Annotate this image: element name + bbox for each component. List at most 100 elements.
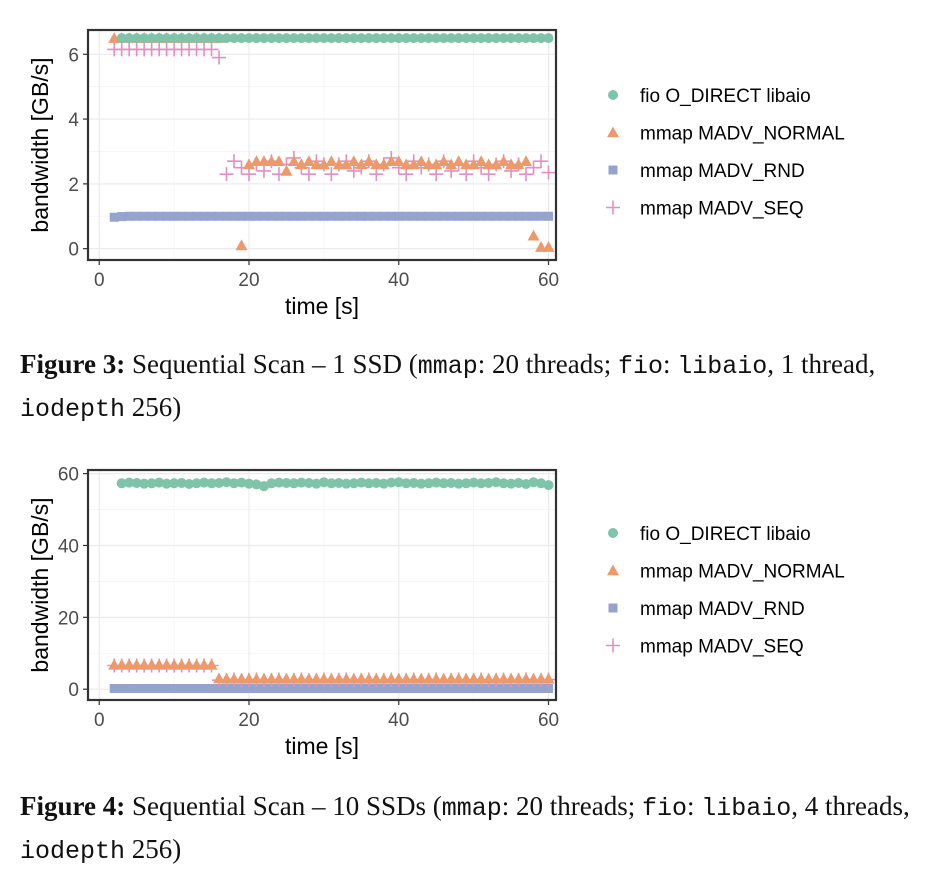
point-rnd	[416, 684, 426, 693]
point-rnd	[124, 211, 134, 221]
point-rnd	[349, 211, 359, 221]
point-fio	[341, 33, 352, 44]
point-rnd	[154, 684, 164, 693]
point-fio	[476, 33, 487, 44]
point-normal	[520, 155, 533, 166]
point-fio	[251, 479, 262, 490]
y-tick-label: 60	[58, 465, 79, 486]
point-normal	[542, 241, 555, 252]
caption-code: fio	[641, 794, 687, 823]
point-rnd	[162, 211, 172, 221]
legend-label-seq: mmap MADV_SEQ	[640, 637, 804, 658]
point-fio	[333, 33, 344, 44]
y-tick-label: 6	[68, 45, 79, 66]
point-fio	[371, 33, 382, 44]
point-rnd	[499, 684, 509, 693]
point-fio	[468, 33, 479, 44]
point-fio	[408, 33, 419, 44]
point-rnd	[476, 684, 486, 693]
point-fio	[491, 33, 502, 44]
x-axis-label: time [s]	[285, 293, 359, 319]
point-fio	[139, 33, 150, 44]
point-fio	[356, 477, 367, 488]
point-seq	[301, 167, 316, 182]
caption-code: mmap	[441, 794, 502, 823]
point-fio	[311, 33, 322, 44]
point-fio	[184, 33, 195, 44]
point-seq	[429, 167, 444, 182]
point-rnd	[222, 211, 232, 221]
point-seq	[526, 160, 541, 175]
point-rnd	[311, 211, 321, 221]
point-fio	[266, 478, 277, 489]
point-seq	[459, 167, 474, 182]
point-rnd	[237, 684, 247, 693]
point-normal	[527, 229, 540, 241]
legend-label-seq: mmap MADV_SEQ	[640, 199, 804, 220]
point-rnd	[311, 684, 321, 693]
point-rnd	[117, 684, 127, 693]
point-fio	[348, 33, 359, 44]
point-rnd	[514, 684, 524, 693]
point-rnd	[169, 211, 179, 221]
caption-label: Figure 3:	[20, 349, 126, 379]
point-normal	[437, 155, 450, 166]
point-fio	[378, 33, 389, 44]
gridlines	[88, 470, 556, 700]
point-rnd	[296, 211, 306, 221]
point-fio	[124, 33, 135, 44]
point-rnd	[147, 211, 157, 221]
caption-code: libaio	[701, 794, 792, 823]
point-seq	[481, 167, 496, 182]
point-normal	[287, 155, 300, 166]
point-fio	[288, 33, 299, 44]
point-fio	[483, 477, 494, 488]
point-rnd	[229, 684, 239, 693]
point-fio	[506, 478, 517, 489]
point-fio	[416, 33, 427, 44]
legend-label-fio: fio O_DIRECT libaio	[640, 524, 811, 545]
point-rnd	[409, 211, 419, 221]
legend-label-normal: mmap MADV_NORMAL	[640, 124, 845, 145]
figure-4: 0 20 40 60 0 20 40 60 time [s] bandwidth [GB/s] fi…	[0, 440, 952, 775]
point-rnd	[341, 211, 351, 221]
series-fio	[116, 33, 554, 44]
point-rnd	[132, 211, 142, 221]
point-fio	[176, 33, 187, 44]
point-rnd	[244, 211, 254, 221]
point-rnd	[431, 211, 441, 221]
point-rnd	[266, 684, 276, 693]
chart-figure-4: 0 20 40 60 0 20 40 60 time [s] bandwidth [GB/s] fi…	[27, 465, 845, 759]
point-normal	[280, 164, 293, 176]
point-rnd	[514, 211, 524, 221]
point-normal	[347, 155, 360, 166]
point-fio	[431, 477, 442, 488]
panel-border	[86, 28, 558, 262]
point-rnd	[132, 684, 142, 693]
legend-key-rnd	[608, 603, 618, 613]
point-rnd	[424, 684, 434, 693]
caption-label: Figure 4:	[20, 791, 126, 821]
point-normal	[497, 155, 510, 166]
x-axis-label: time [s]	[285, 733, 359, 759]
point-rnd	[371, 684, 381, 693]
point-rnd	[326, 211, 336, 221]
point-fio	[281, 33, 292, 44]
point-fio	[393, 477, 404, 488]
legend-label-rnd: mmap MADV_RND	[640, 161, 805, 182]
point-fio	[318, 33, 329, 44]
point-seq	[241, 167, 256, 182]
point-seq	[227, 154, 242, 169]
point-normal	[317, 158, 330, 170]
point-normal	[445, 158, 458, 170]
point-fio	[161, 33, 172, 44]
point-fio	[176, 477, 187, 488]
x-tick-label: 40	[388, 710, 409, 731]
x-tick-label: 40	[388, 270, 409, 291]
point-fio	[288, 478, 299, 489]
caption-code: libaio	[677, 352, 768, 381]
point-fio	[199, 33, 210, 44]
point-rnd	[184, 684, 194, 693]
point-fio	[221, 477, 232, 488]
point-rnd	[536, 211, 546, 221]
